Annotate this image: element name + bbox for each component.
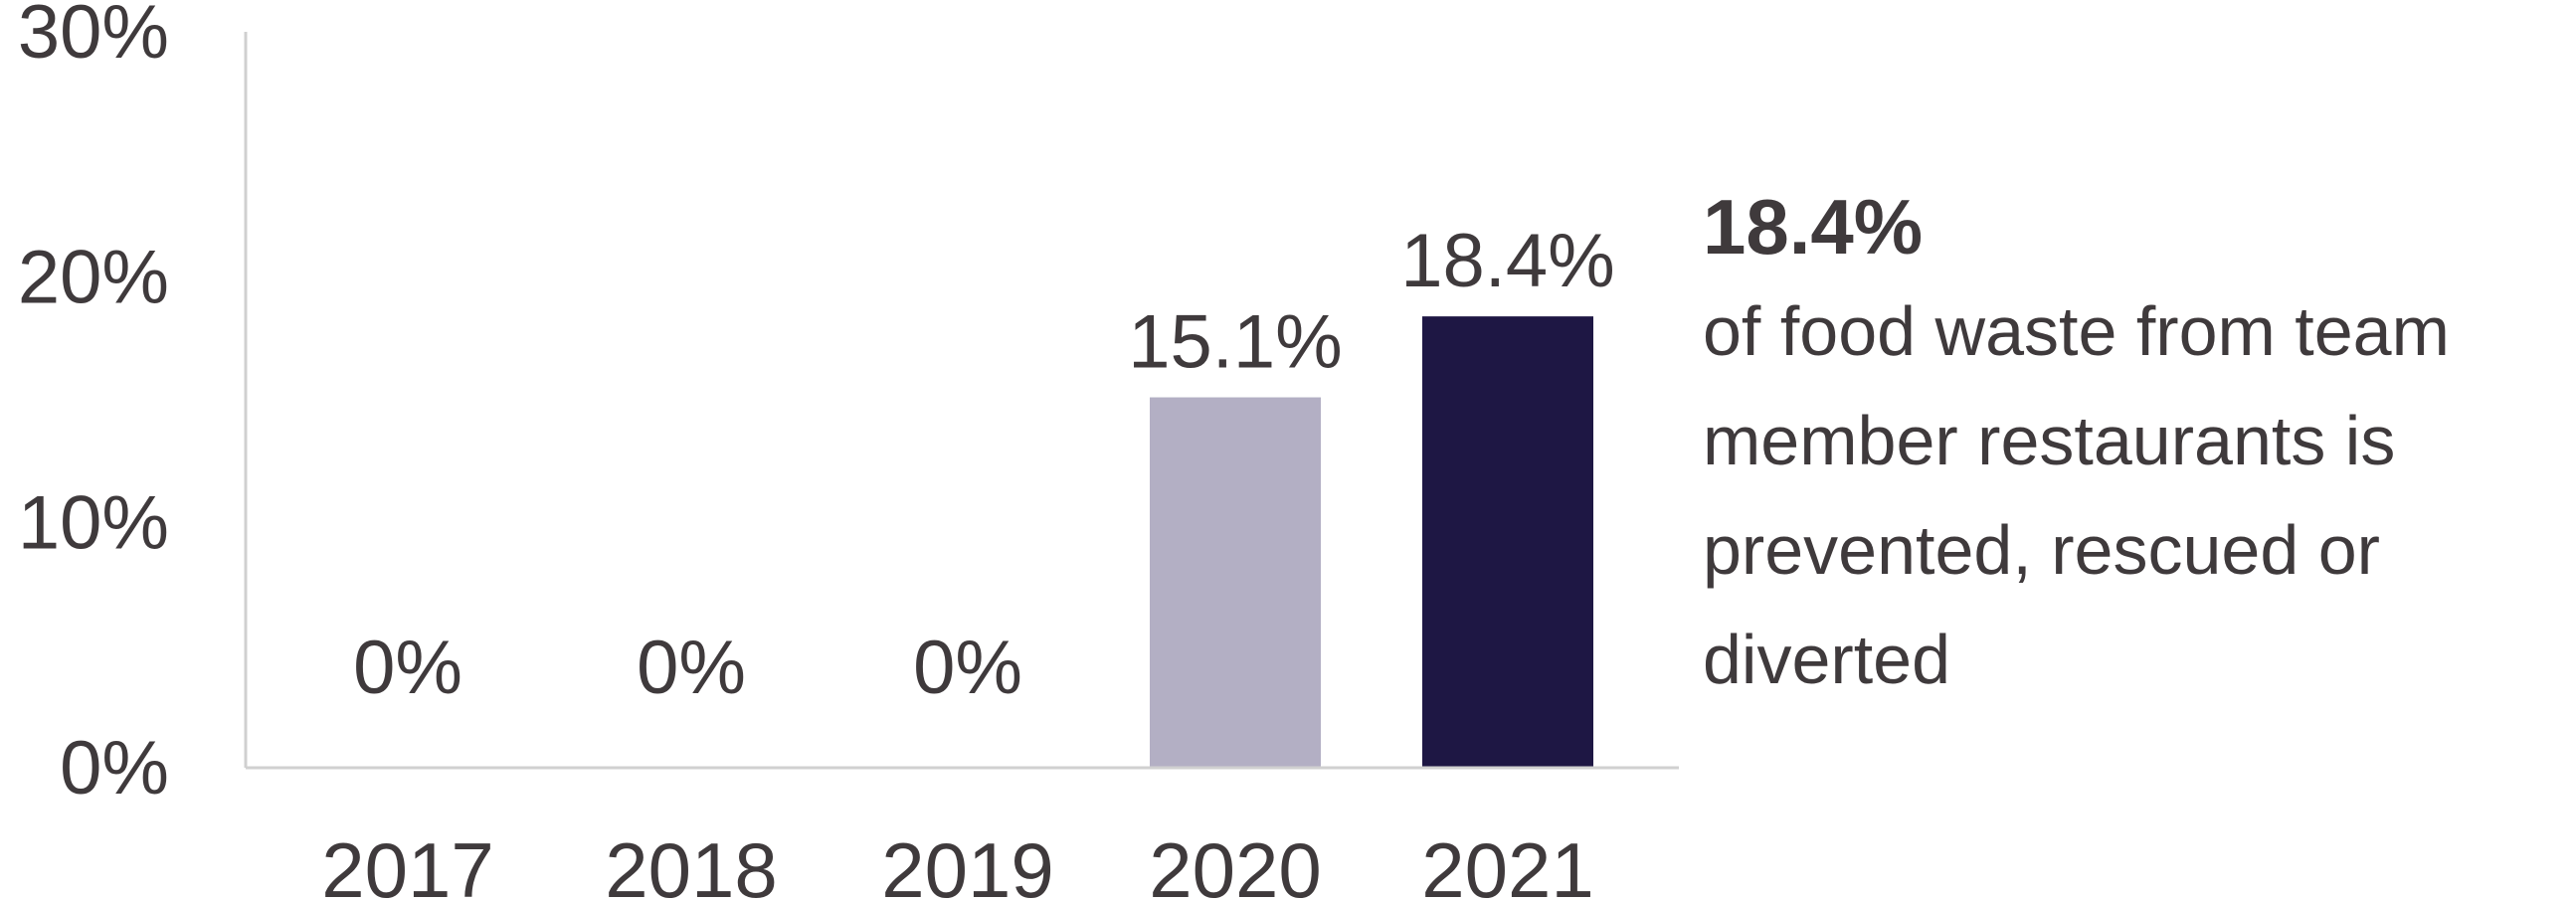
x-tick-label-2019: 2019 (881, 826, 1054, 902)
data-label-2018: 0% (637, 626, 746, 710)
x-axis-labels: 2017 2018 2019 2020 2021 (321, 826, 1594, 902)
bar-chart: 0%10%20%30% 0% 0% 0%15.1%18.4% 2017 2018 201… (18, 0, 1679, 902)
bars (1150, 316, 1593, 768)
callout: 18.4% of food waste from team member res… (1703, 177, 2576, 714)
y-axis-ticks: 0% 10% 20% 30% (18, 0, 169, 811)
data-label-2020: 15.1% (1128, 300, 1343, 385)
x-tick-label-2017: 2017 (321, 826, 494, 902)
bar-2021 (1422, 316, 1593, 768)
y-tick-label: 30% (18, 0, 169, 75)
x-tick-label-2018: 2018 (605, 826, 778, 902)
callout-text: of food waste from team member restauran… (1703, 292, 2450, 698)
callout-value: 18.4% (1703, 183, 1924, 271)
bar-2020 (1150, 397, 1321, 768)
data-label-2017: 0% (353, 626, 462, 710)
y-tick-label: 0% (60, 726, 169, 811)
x-tick-label-2020: 2020 (1149, 826, 1322, 902)
data-labels: 0% 0% 0% 15.1% 18.4% (353, 219, 1615, 710)
x-tick-label-2021: 2021 (1421, 826, 1594, 902)
y-tick-label: 10% (18, 480, 169, 565)
data-label-2021: 18.4% (1400, 219, 1615, 303)
y-tick-label: 20% (18, 236, 169, 320)
data-label-2019: 0% (913, 626, 1022, 710)
